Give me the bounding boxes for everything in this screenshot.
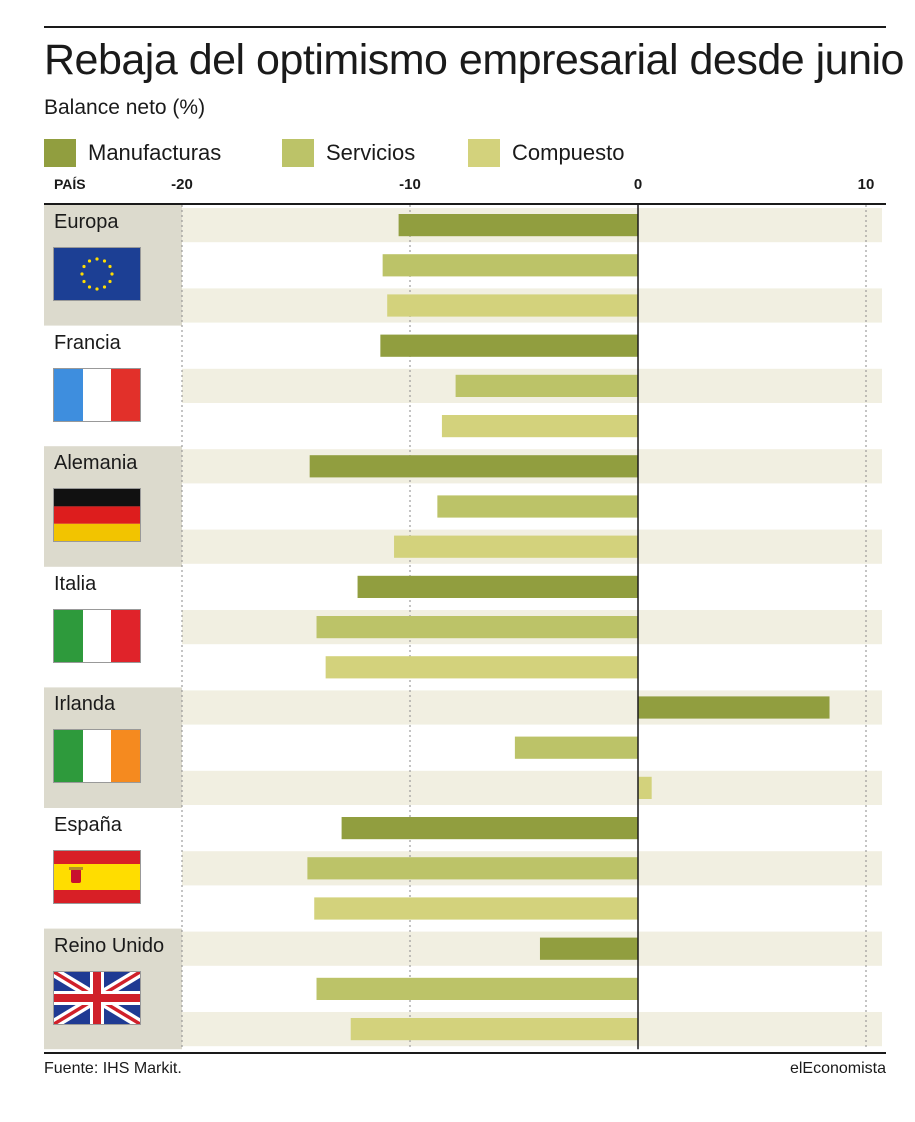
uk-flag-icon (53, 970, 141, 1025)
x-tick-label: 10 (857, 176, 875, 193)
header-rule (44, 203, 886, 205)
row-band (182, 770, 882, 805)
bar-manufacturas-francia (380, 334, 638, 357)
legend-item-servicios: Servicios (282, 138, 415, 168)
eu-flag-icon (53, 247, 141, 301)
legend-label-servicios: Servicios (326, 140, 416, 165)
bottom-rule (44, 1052, 886, 1054)
bar-chart (44, 205, 882, 1050)
country-column-header: PAÍS (54, 176, 86, 192)
country-panel: Europa (44, 205, 182, 326)
legend-label-compuesto: Compuesto (512, 140, 625, 165)
x-tick-label: -20 (171, 176, 193, 193)
country-panel: Irlanda (44, 687, 182, 808)
bar-compuesto-francia (441, 415, 638, 438)
country-name: Irlanda (54, 693, 116, 716)
legend-swatch-compuesto (468, 139, 500, 167)
country-name: Francia (54, 331, 121, 354)
country-panel: Alemania (44, 446, 182, 567)
bar-compuesto-europa (387, 294, 638, 317)
bar-servicios-italia (316, 616, 638, 639)
bar-servicios-españa (307, 857, 638, 880)
bar-compuesto-alemania (394, 535, 638, 558)
bar-manufacturas-españa (341, 817, 638, 840)
chart-subtitle: Balance neto (%) (44, 96, 206, 119)
bar-manufacturas-europa (398, 214, 638, 237)
country-panel: España (44, 808, 182, 929)
spain-flag-icon (53, 850, 141, 904)
bar-compuesto-irlanda (638, 776, 652, 799)
country-panel: Reino Unido (44, 929, 182, 1050)
x-tick-label: -10 (399, 176, 421, 193)
chart-title: Rebaja del optimismo empresarial desde j… (44, 36, 904, 84)
ireland-flag-icon (53, 729, 141, 784)
legend-label-manufacturas: Manufacturas (88, 140, 222, 165)
bar-manufacturas-irlanda (638, 696, 830, 719)
france-flag-icon (53, 367, 141, 422)
source-note: Fuente: IHS Markit. (44, 1060, 182, 1077)
bar-compuesto-españa (314, 897, 638, 920)
country-name: España (54, 814, 122, 836)
country-name: Reino Unido (54, 934, 165, 957)
country-name: Europa (54, 211, 119, 233)
bar-servicios-europa (382, 254, 638, 277)
bar-manufacturas-italia (357, 575, 638, 598)
bar-servicios-francia (455, 374, 638, 397)
row-band (182, 931, 882, 966)
country-name: Alemania (54, 452, 138, 475)
bar-servicios-alemania (437, 495, 638, 518)
germany-flag-icon (53, 488, 141, 543)
legend-item-manufacturas: Manufacturas (44, 138, 221, 168)
chart-area (0, 205, 915, 1055)
brand-logo-text: elEconomista (789, 1060, 886, 1077)
italy-flag-icon (53, 608, 141, 663)
legend: Manufacturas Servicios Compuesto (44, 138, 886, 168)
bar-manufacturas-alemania (309, 455, 638, 478)
bar-compuesto-italia (325, 656, 638, 679)
bar-compuesto-reino-unido (350, 1018, 638, 1041)
country-panel: Francia (44, 326, 182, 447)
legend-swatch-manufacturas (44, 139, 76, 167)
legend-swatch-servicios (282, 139, 314, 167)
bar-manufacturas-reino-unido (539, 937, 638, 960)
x-axis-ticks: -20 -10 0 10 (0, 176, 915, 200)
x-tick-label: 0 (633, 176, 643, 193)
legend-item-compuesto: Compuesto (468, 138, 625, 168)
bar-servicios-irlanda (514, 736, 638, 759)
top-rule (44, 26, 886, 28)
bar-servicios-reino-unido (316, 977, 638, 1000)
country-name: Italia (54, 572, 97, 595)
country-panel: Italia (44, 567, 182, 688)
